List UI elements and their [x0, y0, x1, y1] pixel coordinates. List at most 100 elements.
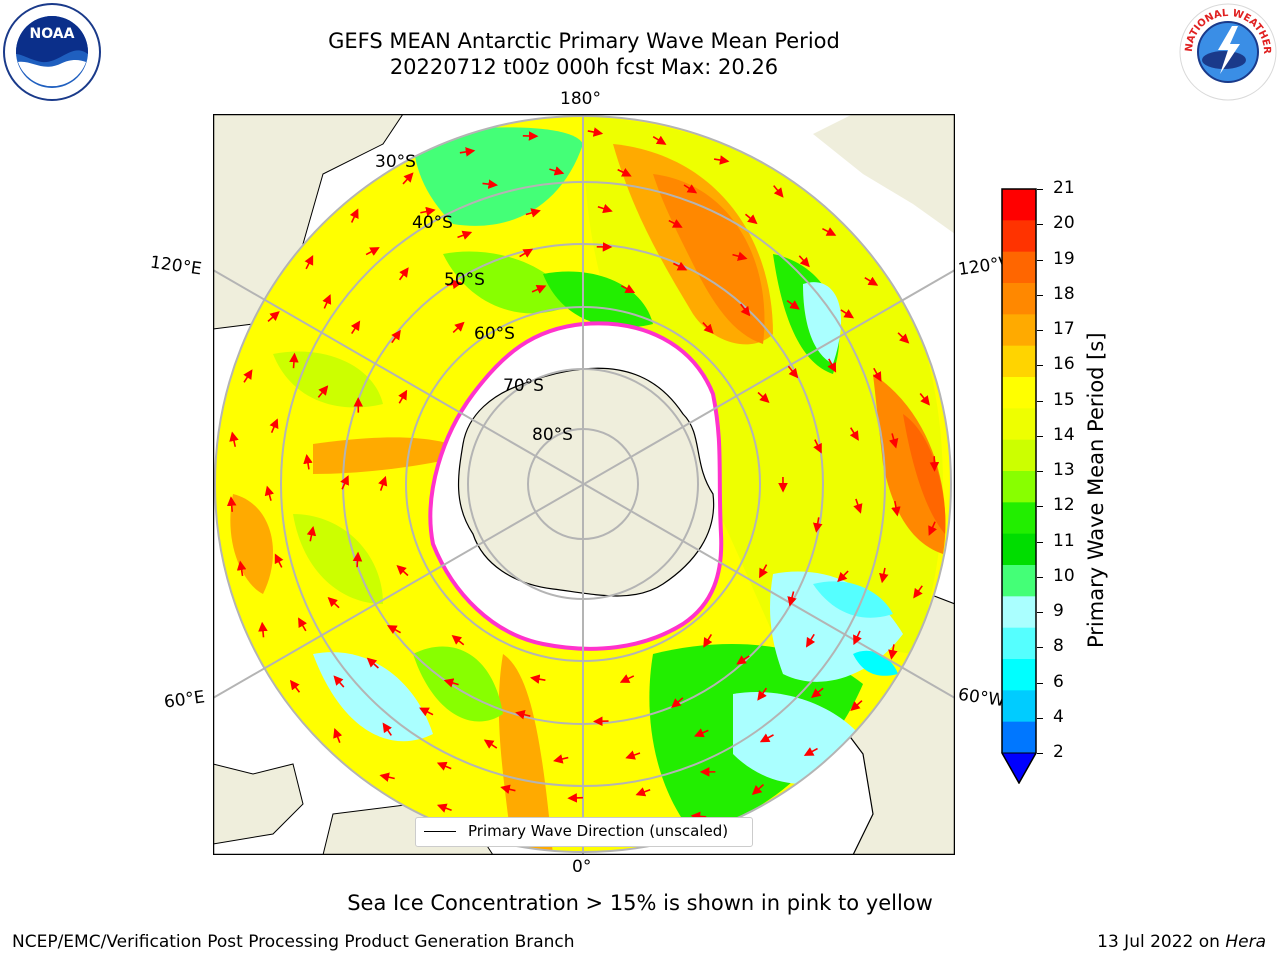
- wave-arrow: [443, 678, 459, 688]
- colorbar-tick-label: 19: [1053, 248, 1075, 269]
- colorbar-tick-label: 6: [1053, 671, 1064, 692]
- lat-label-80s: 80°S: [532, 425, 573, 445]
- map-legend: Primary Wave Direction (unscaled): [415, 817, 753, 847]
- wave-arrow: [333, 728, 343, 743]
- colorbar-tick-label: 15: [1053, 389, 1075, 410]
- wave-arrow: [236, 560, 247, 577]
- wave-arrow: [553, 754, 569, 764]
- wave-arrow: [773, 185, 784, 198]
- lon-label-top: 180°: [560, 89, 601, 109]
- wave-arrow: [891, 501, 901, 517]
- colorbar-swatch: [1002, 283, 1036, 315]
- sea-ice-note: Sea Ice Concentration > 15% is shown in …: [0, 891, 1280, 915]
- plot-subtitle: 20220712 t00z 000h fcst Max: 20.26: [389, 55, 779, 79]
- wave-arrow: [759, 733, 774, 743]
- lon-label-bottom: 0°: [572, 857, 592, 877]
- noaa-logo-text: NOAA: [30, 26, 75, 42]
- wave-arrow: [269, 418, 279, 433]
- colorbar-tick-mark: [1037, 294, 1043, 296]
- wave-arrow: [396, 564, 409, 577]
- lat-label-70s: 70°S: [503, 376, 544, 396]
- colorbar-tick-mark: [1037, 471, 1043, 472]
- colorbar-tick-mark: [1037, 576, 1043, 578]
- wave-arrow: [635, 787, 651, 797]
- colorbar-swatch: [1002, 345, 1036, 378]
- wave-arrow: [803, 747, 818, 756]
- colorbar-tick-label: 4: [1053, 706, 1064, 727]
- wave-arrow: [482, 179, 499, 189]
- wave-arrow: [340, 475, 349, 490]
- wave-arrow: [333, 675, 345, 688]
- colorbar-swatch: [1002, 721, 1036, 754]
- colorbar-tick-mark: [1037, 365, 1043, 367]
- colorbar-tick-mark: [1037, 435, 1043, 437]
- wave-arrow: [702, 321, 714, 334]
- colorbar-swatch: [1002, 627, 1036, 660]
- colorbar: [1001, 188, 1037, 785]
- wave-arrow: [398, 267, 409, 281]
- colorbar-extend-arrow: [1001, 752, 1037, 785]
- wave-arrow: [530, 674, 546, 684]
- wave-arrow: [850, 700, 863, 712]
- wave-arrow: [264, 485, 275, 501]
- colorbar-swatch: [1002, 659, 1036, 691]
- colorbar-tick-label: 11: [1053, 530, 1075, 551]
- lat-label-30s: 30°S: [375, 152, 416, 172]
- colorbar-tick-label: 13: [1053, 460, 1075, 480]
- footer-date: 13 Jul 2022 on: [1097, 932, 1226, 952]
- wave-arrow: [652, 135, 667, 145]
- colorbar-tick-mark: [1037, 259, 1043, 261]
- wave-arrow: [436, 761, 452, 771]
- lat-label-50s: 50°S: [444, 270, 485, 290]
- colorbar-swatch: [1002, 314, 1036, 347]
- wave-arrow: [289, 352, 299, 369]
- colorbar-tick-mark: [1037, 189, 1043, 190]
- footer-host: Hera: [1225, 932, 1266, 952]
- wave-arrow: [751, 783, 765, 796]
- colorbar-tick-mark: [1037, 541, 1043, 543]
- wave-arrow: [732, 251, 748, 261]
- wave-arrow: [379, 772, 395, 782]
- colorbar-tick-label: 21: [1053, 178, 1075, 198]
- noaa-logo-icon: NOAA: [2, 2, 102, 102]
- colorbar-swatch: [1002, 533, 1036, 566]
- wave-arrow: [398, 389, 408, 404]
- wave-arrow: [619, 674, 635, 683]
- wave-arrow: [913, 585, 923, 599]
- wave-arrow: [786, 299, 800, 310]
- wave-arrow: [597, 203, 613, 214]
- sea-ice-note-text: Sea Ice Concentration > 15% is shown in …: [347, 891, 933, 915]
- footer-right: 13 Jul 2022 on Hera: [1097, 932, 1266, 952]
- wave-arrow: [759, 564, 768, 579]
- wave-arrow: [386, 625, 402, 634]
- colorbar-swatch: [1002, 439, 1036, 472]
- wave-arrow: [740, 303, 751, 317]
- wave-arrow: [872, 367, 882, 382]
- wave-arrow: [736, 655, 750, 665]
- wave-arrow: [317, 385, 329, 398]
- colorbar-swatch: [1002, 565, 1036, 597]
- wave-arrow: [693, 728, 709, 738]
- polar-map: [212, 113, 956, 856]
- map-panel: [212, 113, 956, 856]
- wave-arrow: [303, 453, 313, 470]
- colorbar-swatch: [1002, 189, 1036, 221]
- colorbar-swatch: [1002, 377, 1036, 409]
- wave-arrow: [703, 633, 713, 648]
- wave-arrow: [483, 739, 498, 749]
- wave-arrow: [683, 184, 698, 194]
- colorbar-tick-label: 10: [1053, 565, 1075, 586]
- wave-arrow: [617, 167, 632, 177]
- colorbar-tick-mark: [1037, 224, 1043, 226]
- wave-arrow: [436, 803, 452, 813]
- colorbar-tick-label: 14: [1053, 424, 1075, 445]
- wave-arrow: [813, 439, 822, 454]
- colorbar-tick-label: 16: [1053, 354, 1075, 375]
- wave-arrow: [757, 687, 768, 701]
- colorbar-swatch: [1002, 251, 1036, 284]
- colorbar-tick-mark: [1037, 753, 1043, 754]
- wave-arrow: [849, 427, 859, 441]
- wave-arrow: [690, 811, 707, 822]
- wave-arrow: [888, 644, 898, 660]
- wave-arrow: [243, 369, 253, 383]
